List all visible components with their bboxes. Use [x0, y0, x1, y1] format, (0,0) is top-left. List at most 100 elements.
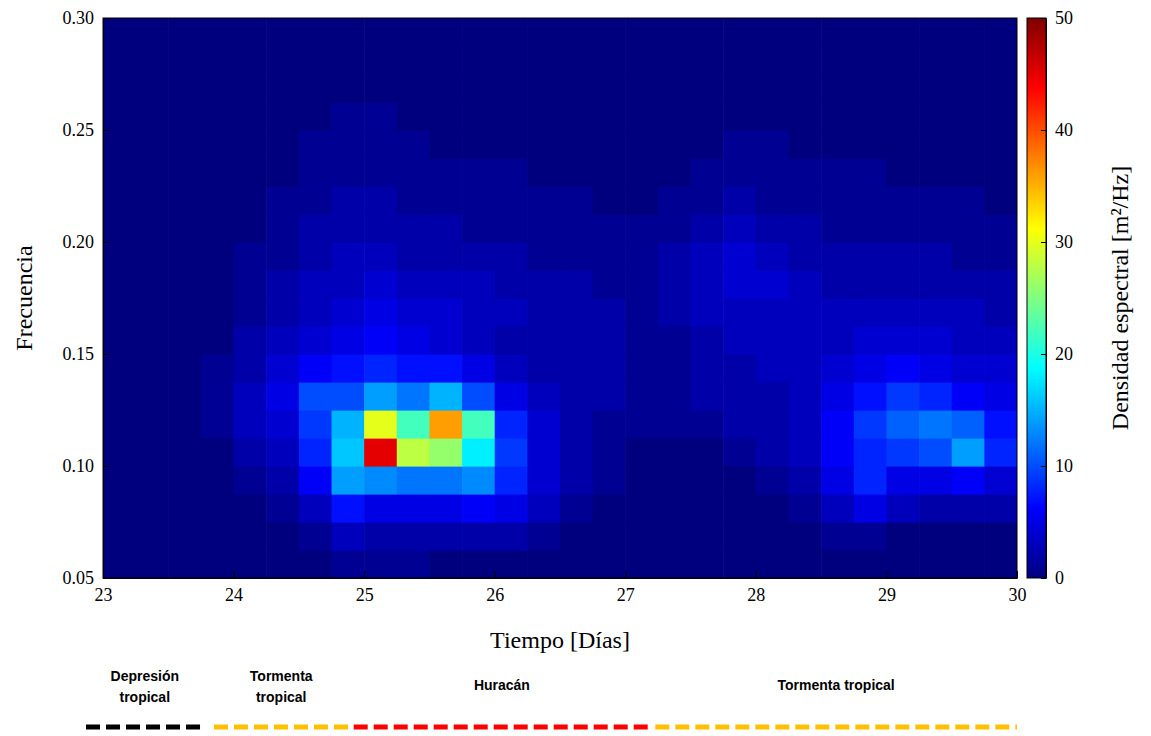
cell [625, 74, 658, 103]
cell [234, 522, 267, 551]
cell [593, 186, 626, 215]
cell [756, 522, 789, 551]
cell [789, 102, 822, 131]
tick: 25 [356, 571, 374, 605]
cell [919, 130, 952, 159]
tick: 20 [1041, 344, 1073, 364]
cell [756, 270, 789, 299]
cell [299, 466, 332, 495]
cell [919, 74, 952, 103]
cell [886, 130, 919, 159]
cell [625, 494, 658, 523]
cell [429, 46, 462, 75]
cell [234, 466, 267, 495]
cell [560, 410, 593, 439]
cell [854, 46, 887, 75]
cell [266, 550, 299, 578]
cell [527, 494, 560, 523]
cell [103, 46, 136, 75]
cell [136, 438, 169, 467]
cell [527, 186, 560, 215]
cell [821, 494, 854, 523]
cell [821, 326, 854, 355]
cell [821, 438, 854, 467]
cell [723, 102, 756, 131]
cell [103, 18, 136, 47]
cell [625, 102, 658, 131]
cell [821, 382, 854, 411]
cell [332, 186, 365, 215]
cell [756, 102, 789, 131]
cell [168, 214, 201, 243]
tick-mark [103, 130, 110, 131]
cell [723, 466, 756, 495]
tick-label: 23 [95, 585, 113, 605]
cell [691, 186, 724, 215]
cell [495, 494, 528, 523]
cell [364, 382, 397, 411]
cell [527, 74, 560, 103]
cell [691, 242, 724, 271]
cell [299, 18, 332, 47]
cell [886, 18, 919, 47]
cell [168, 74, 201, 103]
cell [756, 46, 789, 75]
cell [103, 270, 136, 299]
cell [495, 298, 528, 327]
cell [854, 270, 887, 299]
cell [266, 18, 299, 47]
cell [789, 382, 822, 411]
cell [168, 18, 201, 47]
cell [495, 46, 528, 75]
cell [397, 270, 430, 299]
cell [429, 522, 462, 551]
cell [756, 130, 789, 159]
cell [462, 214, 495, 243]
cell [136, 158, 169, 187]
cell [462, 186, 495, 215]
cell [854, 158, 887, 187]
cell [560, 18, 593, 47]
cell [984, 74, 1017, 103]
cell [919, 522, 952, 551]
cell [560, 382, 593, 411]
cell [593, 46, 626, 75]
cell [886, 270, 919, 299]
cell [495, 186, 528, 215]
cell [984, 130, 1017, 159]
cell [886, 298, 919, 327]
tick-mark [756, 571, 757, 578]
cell [527, 354, 560, 383]
cell [332, 74, 365, 103]
cell [723, 158, 756, 187]
cell [886, 186, 919, 215]
cell [168, 298, 201, 327]
tick-label: 25 [356, 585, 374, 605]
cell [495, 522, 528, 551]
cell [756, 550, 789, 578]
cell [364, 46, 397, 75]
cell [429, 466, 462, 495]
cell [691, 326, 724, 355]
cell [691, 438, 724, 467]
cell [397, 382, 430, 411]
cell [429, 298, 462, 327]
cell [886, 158, 919, 187]
tick: 26 [486, 571, 504, 605]
cell [266, 102, 299, 131]
cell [332, 522, 365, 551]
cell [789, 158, 822, 187]
cell [984, 466, 1017, 495]
cell [136, 298, 169, 327]
cell [821, 242, 854, 271]
cell [397, 158, 430, 187]
cell [397, 130, 430, 159]
stage-label: Tormenta tropical [778, 677, 895, 693]
cell [560, 46, 593, 75]
cell [723, 326, 756, 355]
cell [560, 130, 593, 159]
cell [527, 18, 560, 47]
cell [789, 214, 822, 243]
cell [462, 74, 495, 103]
cell [691, 550, 724, 578]
